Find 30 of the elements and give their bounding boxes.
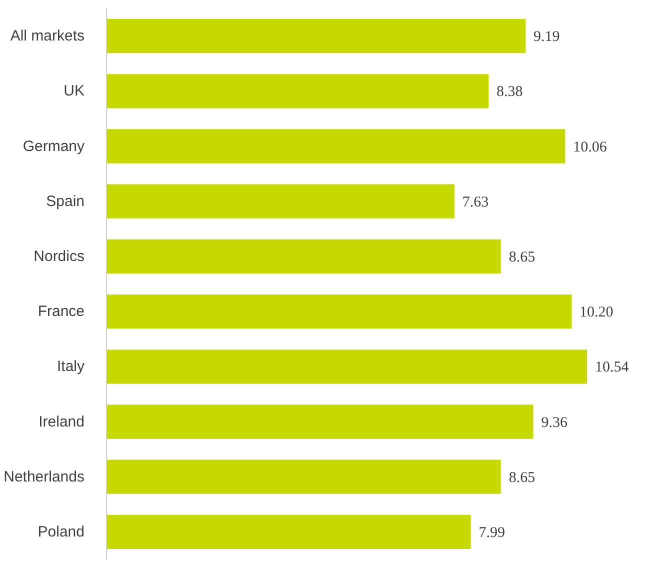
y-tick-label: Spain [46, 192, 85, 210]
y-tick-label: Netherlands [4, 468, 85, 486]
bar [106, 514, 471, 550]
y-tick-label: Nordics [34, 248, 85, 265]
y-tick-label: Germany [22, 138, 85, 155]
bar [106, 294, 572, 329]
y-tick-label: Ireland [38, 413, 85, 430]
y-tick-label: France [38, 303, 85, 320]
bar [106, 404, 534, 439]
data-label: 8.65 [508, 249, 536, 266]
data-label: 7.99 [478, 524, 506, 541]
bar [106, 350, 588, 384]
y-tick-label: UK [64, 82, 85, 100]
bar [106, 239, 501, 274]
y-tick-label: Italy [56, 358, 85, 376]
bar [106, 18, 526, 54]
bar [106, 74, 489, 108]
data-label: 9.36 [541, 414, 568, 431]
data-label: 8.38 [496, 84, 523, 100]
y-tick-label: All markets [10, 28, 85, 45]
bar [106, 460, 501, 494]
y-tick-label: Poland [38, 523, 85, 540]
data-label: 10.20 [580, 304, 614, 321]
data-label: 8.65 [508, 470, 536, 486]
data-label: 7.63 [462, 194, 489, 210]
bar [106, 184, 454, 218]
bar [106, 129, 566, 164]
data-label: 10.06 [573, 139, 608, 156]
data-label: 9.19 [533, 29, 560, 46]
data-label: 10.54 [595, 360, 630, 376]
